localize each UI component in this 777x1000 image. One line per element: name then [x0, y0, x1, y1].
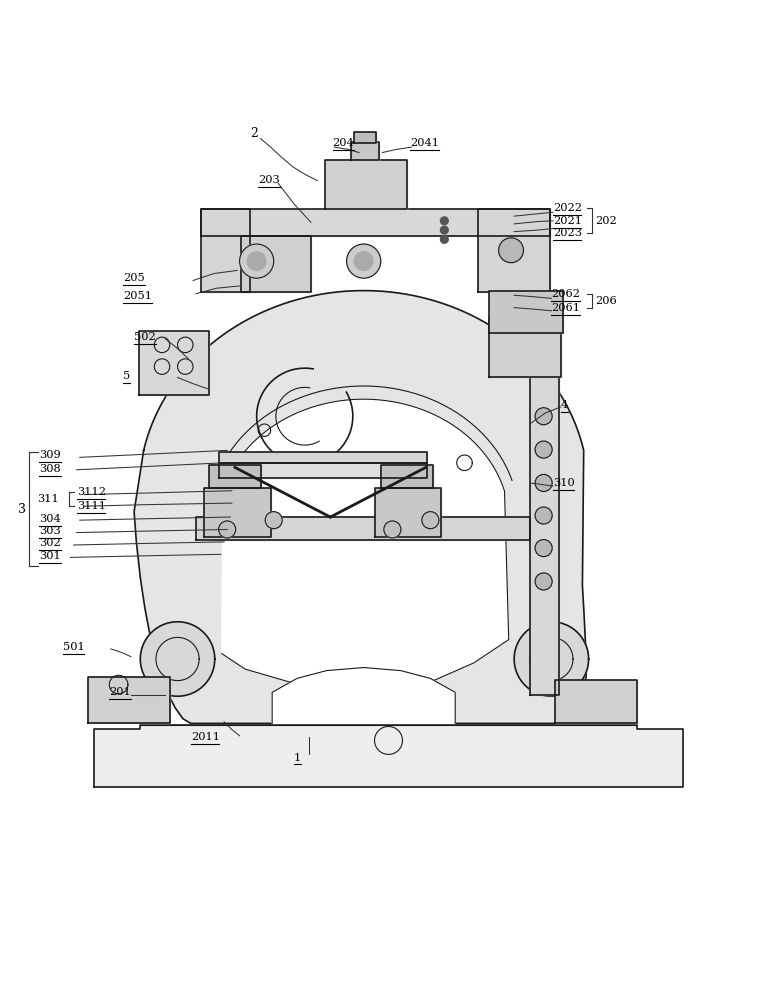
Polygon shape — [375, 488, 441, 537]
Text: 501: 501 — [63, 642, 85, 652]
Circle shape — [218, 521, 235, 538]
Polygon shape — [490, 291, 563, 333]
Polygon shape — [354, 132, 376, 143]
Text: 310: 310 — [553, 478, 575, 488]
Text: 2062: 2062 — [552, 289, 580, 299]
Circle shape — [384, 521, 401, 538]
Polygon shape — [272, 668, 455, 723]
Text: 206: 206 — [595, 296, 617, 306]
Text: 308: 308 — [40, 464, 61, 474]
Text: 2: 2 — [250, 127, 258, 140]
Circle shape — [441, 236, 448, 243]
Circle shape — [247, 252, 266, 270]
Text: 301: 301 — [40, 551, 61, 561]
Text: 2023: 2023 — [553, 228, 582, 238]
Circle shape — [441, 226, 448, 234]
Circle shape — [441, 217, 448, 225]
Text: 3111: 3111 — [77, 501, 106, 511]
Circle shape — [499, 238, 524, 263]
Circle shape — [422, 512, 439, 529]
Text: 5: 5 — [124, 371, 131, 381]
Circle shape — [535, 408, 552, 425]
Text: 3: 3 — [18, 503, 26, 516]
Text: 2022: 2022 — [553, 203, 582, 213]
Text: 2051: 2051 — [124, 291, 152, 301]
Circle shape — [535, 540, 552, 557]
Polygon shape — [196, 517, 530, 540]
Polygon shape — [325, 160, 407, 209]
Text: 4: 4 — [561, 400, 568, 410]
Text: 302: 302 — [40, 538, 61, 548]
Circle shape — [354, 252, 373, 270]
Text: 3112: 3112 — [77, 487, 106, 497]
Circle shape — [239, 244, 274, 278]
Circle shape — [535, 573, 552, 590]
Text: 204: 204 — [333, 138, 354, 148]
Circle shape — [265, 512, 282, 529]
Polygon shape — [208, 465, 260, 488]
Text: 203: 203 — [258, 175, 280, 185]
Text: 2061: 2061 — [552, 303, 580, 313]
Polygon shape — [219, 463, 427, 478]
Circle shape — [347, 244, 381, 278]
Polygon shape — [200, 209, 550, 236]
Polygon shape — [94, 725, 683, 787]
Polygon shape — [139, 331, 208, 395]
Polygon shape — [200, 209, 250, 292]
Text: 309: 309 — [40, 450, 61, 460]
Text: 304: 304 — [40, 514, 61, 524]
Text: 2041: 2041 — [410, 138, 439, 148]
Polygon shape — [556, 680, 636, 723]
Circle shape — [535, 441, 552, 458]
Polygon shape — [219, 452, 427, 463]
Polygon shape — [88, 677, 170, 723]
Polygon shape — [221, 399, 509, 692]
Text: 202: 202 — [595, 216, 617, 226]
Circle shape — [535, 474, 552, 491]
Polygon shape — [478, 209, 550, 292]
Text: 303: 303 — [40, 526, 61, 536]
Text: 502: 502 — [134, 332, 156, 342]
Polygon shape — [490, 318, 561, 377]
Circle shape — [535, 507, 552, 524]
Text: 201: 201 — [110, 687, 131, 697]
Polygon shape — [514, 622, 589, 696]
Text: 2011: 2011 — [190, 732, 220, 742]
Polygon shape — [141, 622, 214, 696]
Polygon shape — [134, 291, 587, 723]
Polygon shape — [381, 465, 434, 488]
Text: 2021: 2021 — [553, 216, 582, 226]
Text: 1: 1 — [294, 753, 301, 763]
Text: 205: 205 — [124, 273, 145, 283]
Text: 311: 311 — [37, 494, 59, 504]
Polygon shape — [531, 376, 559, 695]
Polygon shape — [351, 142, 379, 160]
Polygon shape — [204, 488, 270, 537]
Polygon shape — [241, 236, 311, 292]
